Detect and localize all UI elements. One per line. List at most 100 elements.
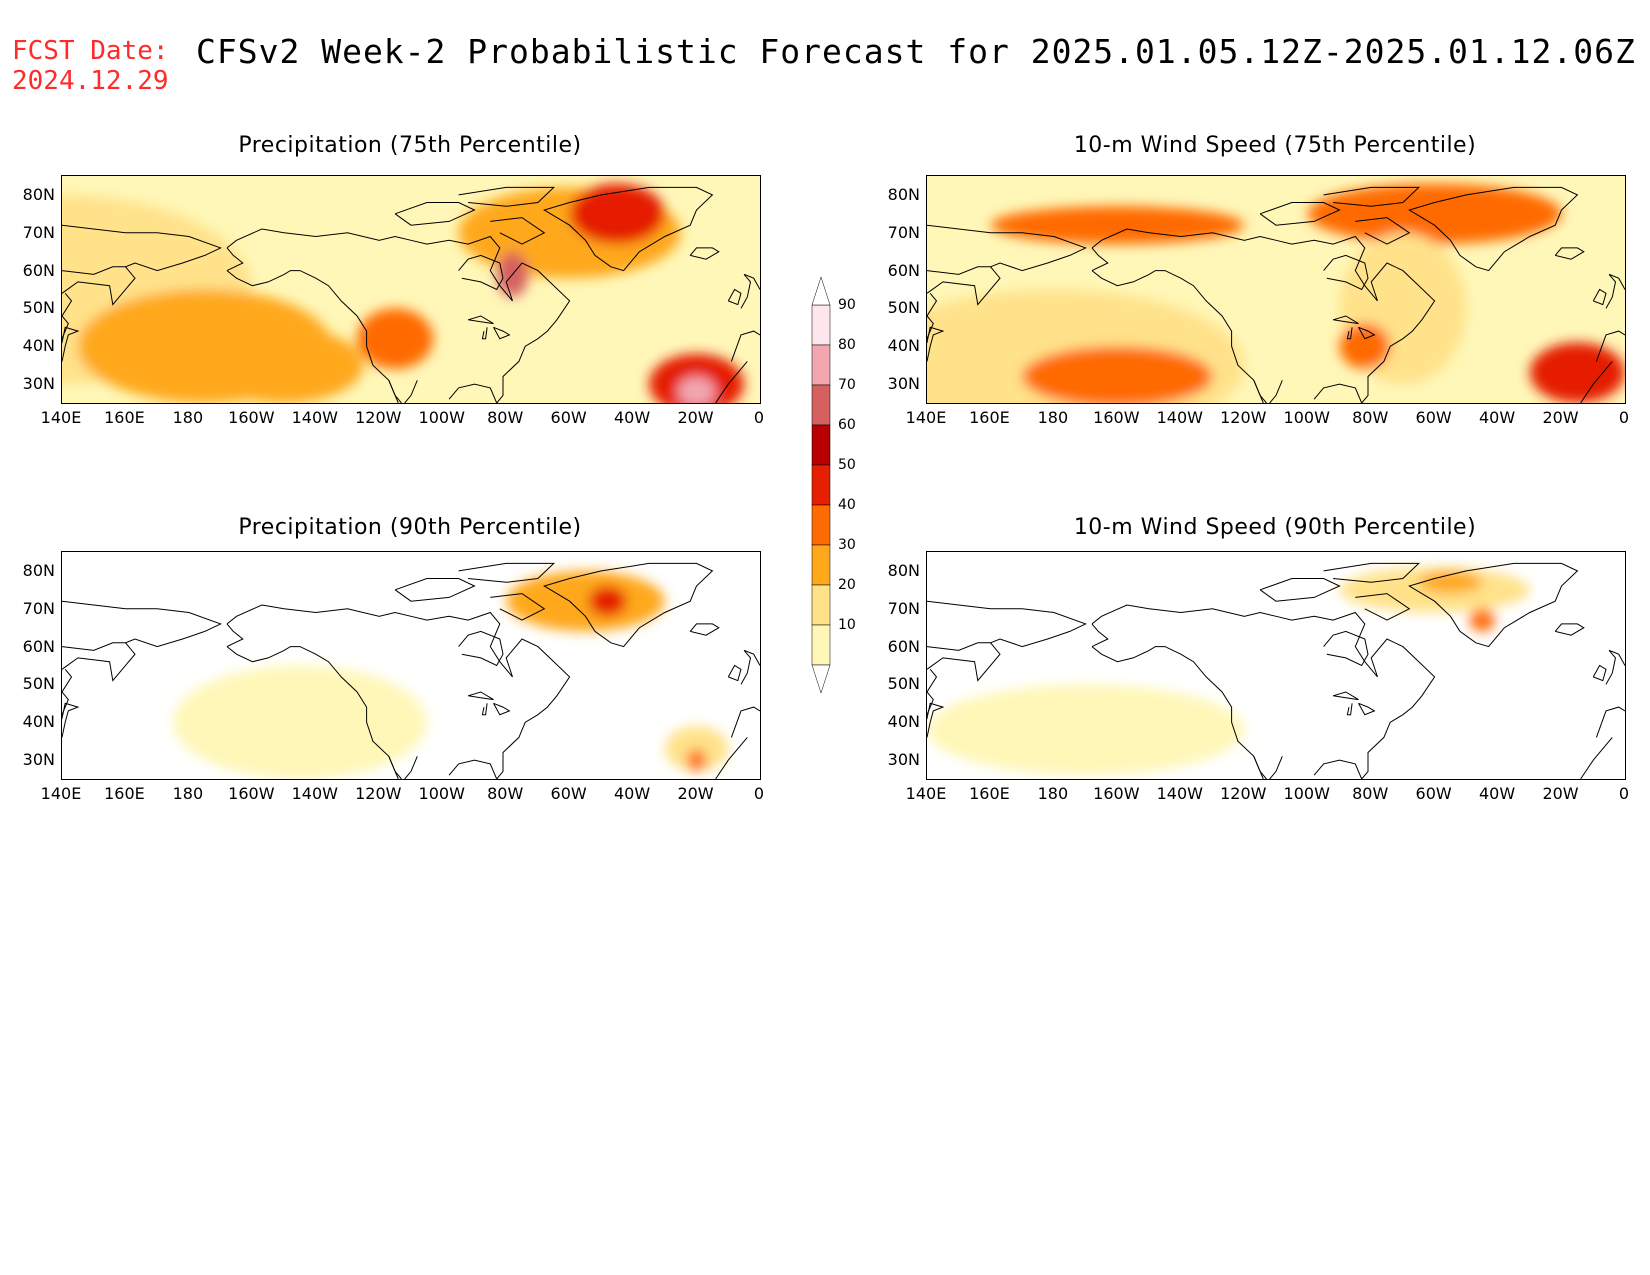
coastline (1332, 315, 1359, 325)
lat-tick-label: 70N (887, 222, 920, 242)
coastline (1313, 759, 1363, 779)
lon-tick-label: 60W (1415, 784, 1452, 803)
probability-region (1339, 323, 1391, 369)
coastline (493, 702, 511, 716)
lon-tick-label: 180 (172, 408, 204, 427)
coastline (1580, 361, 1613, 403)
forecast-date-block: FCST Date: 2024.12.29 (12, 36, 169, 96)
coastline (740, 649, 760, 685)
coastline (1323, 562, 1421, 583)
coastline (226, 270, 402, 403)
colorbar-swatch (811, 544, 831, 586)
coastline (1595, 706, 1625, 738)
coastline (1091, 247, 1109, 272)
wind90-field (927, 552, 1625, 779)
lon-tick-label: 40W (1478, 408, 1516, 427)
map-wind90 (926, 551, 1626, 780)
lon-tick-label: 100W (418, 408, 465, 427)
coastline (62, 292, 73, 339)
colorbar-level-label: 60 (838, 417, 856, 433)
lon-tick-label: 80W (1352, 408, 1389, 427)
coastline (448, 383, 498, 403)
coastline (458, 562, 556, 583)
lon-tick-label: 40W (1478, 784, 1516, 803)
colorbar-level-label: 90 (838, 297, 856, 313)
coastline (740, 273, 760, 309)
probability-region (927, 684, 1245, 776)
coastline (62, 600, 222, 648)
probability-region (1529, 342, 1625, 403)
lat-tick-label: 80N (22, 560, 55, 580)
coastline (1355, 593, 1411, 621)
coastline (1554, 623, 1585, 636)
colorbar-swatches (811, 276, 831, 694)
colorbar-swatch (811, 504, 831, 546)
colorbar-swatch (811, 624, 831, 666)
lon-tick-label: 100W (1283, 408, 1330, 427)
coastline (404, 756, 418, 779)
coastline (1269, 756, 1283, 779)
precip90-field (62, 552, 760, 779)
coastline (1259, 202, 1341, 226)
coastlines (62, 562, 760, 779)
lat-tick-label: 80N (22, 184, 55, 204)
lon-tick-label: 40W (613, 408, 651, 427)
lon-tick-label: 140E (40, 784, 82, 803)
panel-title-precip90: Precipitation (90th Percentile) (238, 515, 582, 540)
panel-title-wind75: 10-m Wind Speed (75th Percentile) (1073, 133, 1477, 158)
colorbar-swatch (811, 304, 831, 346)
coastline (458, 630, 504, 667)
lon-tick-label: 80W (487, 408, 524, 427)
coastline (727, 664, 742, 682)
coastline (62, 266, 136, 306)
coastline (1605, 273, 1625, 309)
coastline (481, 703, 488, 716)
lon-tick-label: 160E (104, 784, 145, 803)
lat-tick-label: 40N (887, 712, 920, 732)
coastline (493, 326, 511, 340)
lat-tick-label: 30N (22, 750, 55, 770)
probability-region (173, 665, 427, 779)
map-precip75 (61, 175, 761, 404)
coastline (1323, 254, 1369, 291)
coastline (1091, 623, 1109, 648)
coastline (543, 562, 714, 648)
coastline (467, 691, 494, 701)
lon-tick-label: 140W (1156, 408, 1203, 427)
lon-tick-label: 0 (753, 408, 765, 427)
coastline (715, 361, 748, 403)
lon-tick-label: 140E (905, 784, 947, 803)
lon-tick-label: 20W (1542, 784, 1579, 803)
lon-tick-label: 0 (1618, 784, 1630, 803)
lat-tick-label: 80N (887, 184, 920, 204)
coastline (927, 642, 1001, 682)
lon-tick-label: 140W (1156, 784, 1203, 803)
coastline (927, 326, 945, 362)
probability-region (1022, 346, 1213, 403)
coastline (1580, 737, 1613, 779)
lon-tick-label: 100W (1283, 784, 1330, 803)
lat-tick-label: 40N (887, 336, 920, 356)
lat-tick-label: 70N (22, 222, 55, 242)
coastline (730, 706, 760, 738)
coastline (927, 702, 945, 738)
coastline (404, 380, 418, 403)
colorbar-level-label: 70 (838, 377, 856, 393)
coastline (1592, 664, 1607, 682)
coastline (226, 623, 244, 648)
colorbar-level-label: 10 (838, 617, 856, 633)
coastlines (927, 186, 1625, 403)
coastline (226, 646, 402, 779)
lon-tick-label: 140W (291, 408, 338, 427)
lon-tick-label: 180 (1037, 408, 1069, 427)
lon-tick-label: 120W (1220, 408, 1267, 427)
colorbar-bottom-arrow (811, 664, 831, 694)
lat-tick-label: 60N (22, 636, 55, 656)
lon-tick-label: 180 (1037, 784, 1069, 803)
lon-tick-label: 20W (677, 408, 714, 427)
coastline (226, 228, 571, 403)
coastline (1313, 383, 1363, 403)
coastlines (927, 562, 1625, 779)
lon-tick-label: 60W (550, 784, 587, 803)
precip75-field (62, 176, 760, 403)
